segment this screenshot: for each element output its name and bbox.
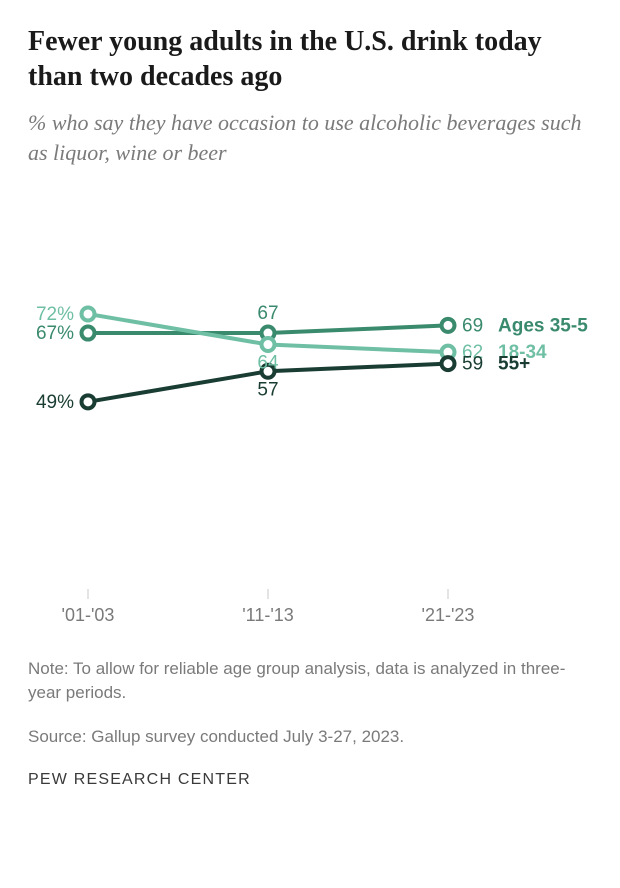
svg-text:57: 57 [257, 380, 278, 401]
svg-text:69: 69 [462, 316, 483, 337]
svg-text:64: 64 [257, 353, 279, 374]
svg-text:59: 59 [462, 354, 483, 375]
svg-text:'01-'03: '01-'03 [62, 605, 115, 625]
svg-text:Ages 35-54: Ages 35-54 [498, 316, 588, 337]
chart-note: Note: To allow for reliable age group an… [28, 657, 592, 705]
attribution: PEW RESEARCH CENTER [28, 771, 592, 789]
svg-text:72%: 72% [36, 304, 74, 325]
svg-text:67: 67 [257, 303, 278, 324]
line-chart: '01-'03'11-'13'21-'2367%676972%646249%57… [28, 197, 588, 637]
svg-text:49%: 49% [36, 392, 74, 413]
chart-source: Source: Gallup survey conducted July 3-2… [28, 725, 592, 749]
chart-title: Fewer young adults in the U.S. drink tod… [28, 24, 592, 94]
chart-svg: '01-'03'11-'13'21-'2367%676972%646249%57… [28, 197, 588, 637]
svg-text:55+: 55+ [498, 354, 530, 375]
svg-text:'21-'23: '21-'23 [422, 605, 475, 625]
svg-text:'11-'13: '11-'13 [242, 605, 294, 625]
chart-subtitle: % who say they have occasion to use alco… [28, 108, 592, 167]
svg-text:67%: 67% [36, 323, 74, 344]
